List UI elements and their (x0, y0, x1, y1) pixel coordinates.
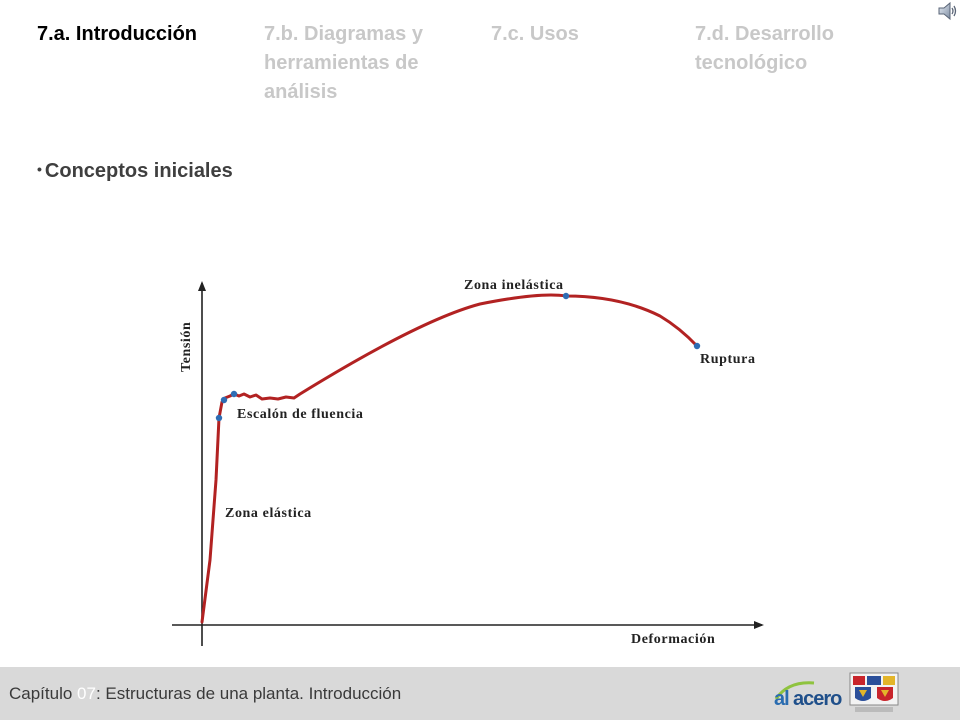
bullet: • (37, 161, 42, 177)
yield-start-point (215, 414, 223, 422)
rupture-point (693, 342, 701, 350)
x-axis-label: Deformación (631, 632, 715, 647)
footer-chapter-title: Capítulo 07: Estructuras de una planta. … (9, 684, 401, 704)
footer-bar: Capítulo 07: Estructuras de una planta. … (0, 667, 960, 720)
label-inelastic-zone: Zona inelástica (464, 278, 564, 293)
ultimate-point (562, 292, 570, 300)
tab-desarrollo[interactable]: 7.d. Desarrollo tecnológico (695, 23, 834, 74)
yield-point-2 (220, 396, 228, 404)
svg-text:al: al (774, 688, 789, 709)
alacero-logo: al acero (774, 681, 843, 709)
footer-suffix: : Estructuras de una planta. Introducció… (95, 684, 402, 703)
label-elastic-zone: Zona elástica (225, 506, 312, 521)
yield-point-3 (230, 390, 238, 398)
label-rupture: Ruptura (700, 352, 756, 367)
tab-diagramas[interactable]: 7.b. Diagramas y herramientas de análisi… (264, 23, 423, 103)
footer-prefix: Capítulo (9, 684, 78, 703)
footer-chapter-number: 07 (77, 684, 96, 703)
tab-introduccion[interactable]: 7.a. Introducción (37, 23, 198, 45)
svg-text:acero: acero (793, 688, 842, 709)
section-heading: • Conceptos iniciales (37, 160, 233, 183)
stress-strain-diagram: Tensión Deformación Zona elástica Escaló… (172, 278, 764, 647)
section-title: Conceptos iniciales (44, 160, 233, 182)
label-yield-step: Escalón de fluencia (237, 407, 364, 422)
stress-strain-curve (200, 293, 699, 624)
university-seal-logo (849, 672, 899, 712)
y-axis-label: Tensión (179, 322, 194, 372)
tab-usos[interactable]: 7.c. Usos (491, 23, 579, 45)
speaker-icon[interactable] (936, 0, 960, 22)
